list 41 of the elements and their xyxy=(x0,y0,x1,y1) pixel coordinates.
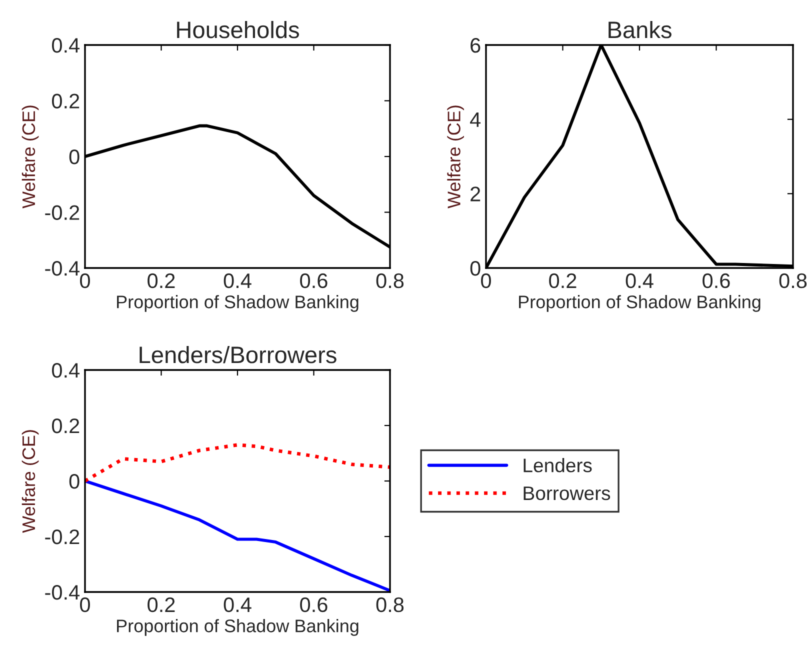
y-tick-label: 0.2 xyxy=(52,94,80,109)
y-tick-label: 6 xyxy=(470,38,480,53)
y-tick-label: 0 xyxy=(69,150,80,164)
y-axis-title: Welfare (CE) xyxy=(22,430,39,533)
x-axis-title: Proportion of Shadow Banking xyxy=(519,295,760,312)
x-tick-label: 0.6 xyxy=(702,273,730,288)
y-tick-label: 2 xyxy=(470,186,480,202)
y-tick-label: 0.2 xyxy=(52,418,80,434)
y-tick-label: -0.4 xyxy=(45,585,80,600)
x-tick-label: 0 xyxy=(80,597,90,612)
y-tick-label: -0.2 xyxy=(45,205,80,220)
chart-title: Lenders/Borrowers xyxy=(140,346,336,364)
y-tick-label: 0.4 xyxy=(52,38,80,53)
legend-label: Borrowers xyxy=(524,486,610,500)
x-tick-label: 0.8 xyxy=(376,597,404,612)
line-series xyxy=(85,443,390,483)
y-tick-label: 0 xyxy=(69,474,80,489)
x-tick-label: 0.4 xyxy=(224,273,252,288)
x-axis-title: Proportion of Shadow Banking xyxy=(117,619,358,636)
x-tick-label: 0.2 xyxy=(148,273,175,288)
x-tick-label: 0 xyxy=(80,273,90,288)
x-tick-label: 0.2 xyxy=(148,597,175,612)
chart-title: Households xyxy=(177,20,299,38)
y-tick-label: 0 xyxy=(470,261,480,276)
x-tick-label: 0.4 xyxy=(224,597,252,612)
x-tick-label: 0.2 xyxy=(549,273,576,288)
y-tick-label: 0.4 xyxy=(52,363,80,378)
x-tick-label: 0.6 xyxy=(300,273,328,288)
y-tick-label: -0.2 xyxy=(45,530,80,544)
chart-title: Banks xyxy=(608,20,672,38)
x-tick-label: 0.4 xyxy=(626,273,654,288)
x-tick-label: 0.6 xyxy=(300,597,328,612)
y-tick-label: 4 xyxy=(470,112,481,127)
x-axis-title: Proportion of Shadow Banking xyxy=(117,295,358,312)
y-axis-title: Welfare (CE) xyxy=(22,106,39,208)
y-axis-title: Welfare (CE) xyxy=(447,106,464,208)
x-tick-label: 0 xyxy=(481,273,491,288)
x-tick-label: 0.8 xyxy=(779,273,807,288)
y-tick-label: -0.4 xyxy=(45,261,80,276)
x-tick-label: 0.8 xyxy=(376,273,404,288)
legend-label: Lenders xyxy=(524,458,592,472)
